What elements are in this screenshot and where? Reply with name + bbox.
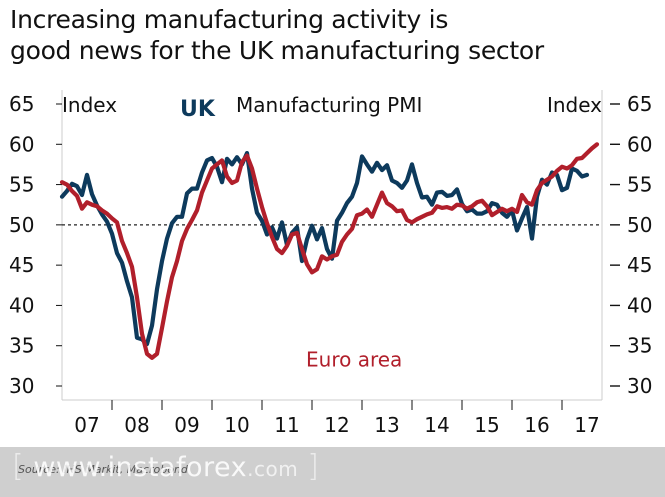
x-tick-label: 17 bbox=[574, 413, 599, 437]
y-tick-label-right: 40 bbox=[627, 293, 652, 317]
y-tick-label-left: 45 bbox=[9, 253, 34, 277]
footer-bar bbox=[0, 447, 665, 497]
x-tick-label: 12 bbox=[324, 413, 349, 437]
y-tick-label-right: 30 bbox=[627, 374, 652, 398]
watermark-logo: [ www.instaforex.com ] bbox=[12, 449, 320, 484]
x-ticks: 07 08 09 10 11 12 13 14 15 16 17 bbox=[74, 400, 600, 437]
uk-series-label: UK bbox=[180, 97, 216, 122]
y-tick-label-left: 50 bbox=[9, 213, 34, 237]
chart-inner-title: Manufacturing PMI bbox=[236, 93, 422, 117]
x-tick-label: 16 bbox=[524, 413, 549, 437]
x-tick-label: 09 bbox=[174, 413, 199, 437]
series-group bbox=[59, 142, 600, 360]
y-ticks-left: 30 35 40 45 50 55 60 65 bbox=[9, 92, 62, 398]
watermark-tld: .com bbox=[247, 457, 299, 481]
source-note: Source: IHS Markit, Macrobond bbox=[18, 463, 188, 476]
euro-area-series-label: Euro area bbox=[306, 348, 402, 372]
x-tick-label: 10 bbox=[224, 413, 249, 437]
watermark-bracket-close: ] bbox=[307, 449, 320, 484]
chart-title: Increasing manufacturing activity is goo… bbox=[10, 4, 660, 66]
x-tick-label: 14 bbox=[424, 413, 449, 437]
y-tick-label-right: 60 bbox=[627, 132, 652, 156]
y-tick-label-left: 35 bbox=[9, 334, 34, 358]
y-tick-label-right: 45 bbox=[627, 253, 652, 277]
y-ticks-right: 30 35 40 45 50 55 60 65 bbox=[610, 92, 652, 398]
y-tick-label-right: 55 bbox=[627, 173, 652, 197]
x-tick-label: 13 bbox=[374, 413, 399, 437]
y-axis-label-right: Index bbox=[547, 93, 602, 117]
y-tick-label-left: 30 bbox=[9, 374, 34, 398]
y-tick-label-left: 55 bbox=[9, 173, 34, 197]
x-tick-label: 11 bbox=[274, 413, 299, 437]
y-tick-label-left: 40 bbox=[9, 293, 34, 317]
y-tick-label-right: 35 bbox=[627, 334, 652, 358]
watermark-name: www.instaforex bbox=[33, 452, 248, 483]
x-tick-label: 07 bbox=[74, 413, 99, 437]
x-tick-label: 15 bbox=[474, 413, 499, 437]
chart-title-line-1: Increasing manufacturing activity is bbox=[10, 5, 449, 34]
watermark-bracket-open: [ bbox=[12, 449, 25, 484]
y-axis-label-left: Index bbox=[62, 93, 117, 117]
y-tick-label-left: 65 bbox=[9, 92, 34, 116]
euro-area-series-line bbox=[59, 142, 600, 360]
y-tick-label-right: 50 bbox=[627, 213, 652, 237]
y-tick-label-right: 65 bbox=[627, 92, 652, 116]
x-tick-label: 08 bbox=[124, 413, 149, 437]
y-tick-label-left: 60 bbox=[9, 132, 34, 156]
chart-title-line-2: good news for the UK manufacturing secto… bbox=[10, 36, 544, 65]
